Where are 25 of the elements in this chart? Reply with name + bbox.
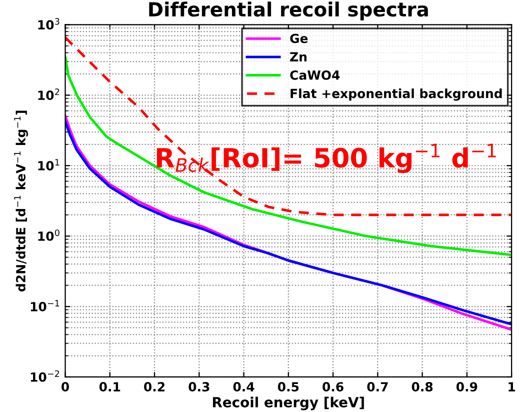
y-tick-label: 10$^{2}$ <box>38 88 60 100</box>
x-axis-title: Recoil energy [keV] <box>212 396 364 410</box>
chart-title: Differential recoil spectra <box>149 2 428 20</box>
x-tick-label: 0.2 <box>144 382 164 392</box>
x-tick-label: 0.4 <box>233 382 254 392</box>
x-tick-label: 0 <box>62 382 69 392</box>
y-axis-title: d2N/dtdE [d$^{−1}$ keV$^{−1}$ kg$^{−1}$] <box>14 110 28 292</box>
x-tick-label: 0.1 <box>99 382 120 392</box>
y-tick-label: 10$^{0}$ <box>38 229 60 241</box>
x-tick-label: 0.6 <box>322 382 344 392</box>
x-tick-label: 0.8 <box>412 382 433 392</box>
x-tick-label: 0.9 <box>456 382 478 392</box>
x-tick-label: 0.3 <box>188 382 210 392</box>
legend-label: Ge <box>290 34 308 44</box>
y-tick-label: 10$^{3}$ <box>38 18 60 30</box>
legend-label: Zn <box>290 52 307 62</box>
x-tick-label: 0.5 <box>278 382 299 392</box>
y-tick-label: 10$^{−1}$ <box>30 300 60 312</box>
y-tick-label: 10$^{1}$ <box>38 159 60 170</box>
annotation: R$_{Bck}$[RoI]= 500 kg$^{−1}$ d$^{−1}$ <box>156 144 496 174</box>
y-tick-label: 10$^{−2}$ <box>30 370 60 382</box>
x-tick-label: 0.7 <box>367 382 388 392</box>
legend-label: Flat +exponential background <box>290 88 502 101</box>
legend-label: CaWO4 <box>290 70 340 80</box>
x-tick-label: 1 <box>508 382 516 392</box>
